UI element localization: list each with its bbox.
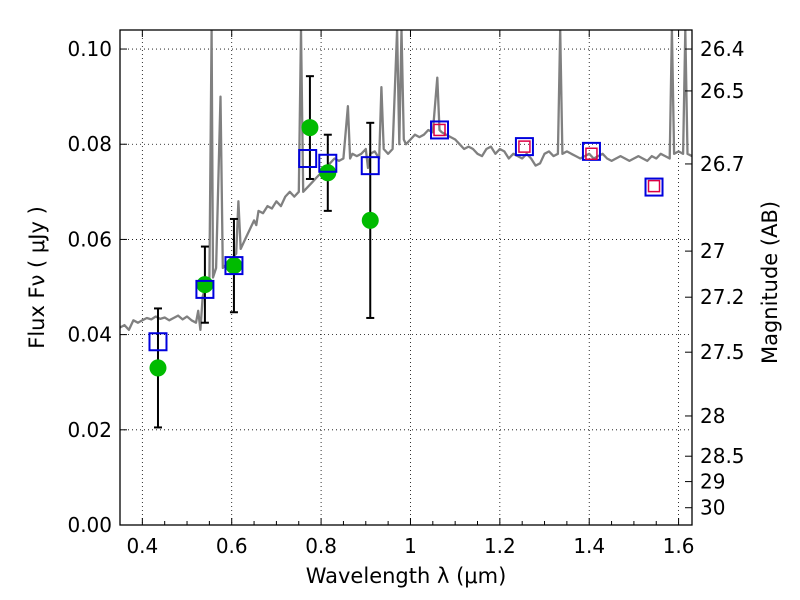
y-tick-label: 0.02 (67, 418, 112, 442)
mag-tick-label: 27 (700, 239, 725, 263)
predicted-square (433, 123, 446, 137)
x-axis: 0.4 0.6 0.8 1 1.2 1.4 1.6 (119, 30, 695, 558)
mag-tick-label: 27.5 (700, 340, 745, 364)
grid (120, 30, 692, 525)
mag-tick-label: 30 (700, 496, 725, 520)
plot-frame (119, 29, 693, 526)
x-tick-label: 1 (404, 534, 417, 558)
x-tick-label: 0.4 (126, 534, 158, 558)
right-axis-title: Magnitude (AB) (758, 201, 782, 364)
model-squares (148, 120, 664, 352)
y-axis-left: 0.00 0.02 0.04 0.06 0.08 0.10 (67, 37, 127, 537)
mag-tick-label: 26.7 (700, 152, 745, 176)
plot-area (120, 30, 692, 429)
x-tick-label: 1.2 (484, 534, 516, 558)
observed-point (319, 164, 337, 182)
observed-point (196, 276, 214, 294)
x-tick-label: 0.8 (305, 534, 337, 558)
model-square (514, 137, 534, 157)
x-axis-title: Wavelength λ (μm) (306, 564, 507, 588)
model-square (360, 156, 380, 176)
model-square (298, 149, 318, 169)
x-tick-label: 1.6 (663, 534, 695, 558)
x-tick-label: 0.6 (216, 534, 248, 558)
mag-tick-label: 28 (700, 404, 725, 428)
y-tick-label: 0.00 (67, 513, 112, 537)
model-square (148, 332, 168, 352)
predicted-squares (433, 123, 661, 193)
y-tick-label: 0.04 (67, 323, 112, 347)
mag-tick-label: 27.2 (700, 285, 745, 309)
model-square (224, 256, 244, 276)
observed-points (149, 119, 379, 377)
predicted-square (647, 179, 661, 193)
predicted-square (518, 140, 531, 153)
observed-point (361, 211, 379, 229)
y-tick-label: 0.10 (67, 37, 112, 61)
predicted-square (585, 147, 598, 160)
y-tick-label: 0.08 (67, 132, 112, 156)
model-square (644, 177, 664, 197)
model-square (318, 153, 338, 173)
mag-tick-label: 28.5 (700, 444, 745, 468)
x-tick-label: 1.4 (573, 534, 605, 558)
observed-point (301, 119, 319, 137)
observed-point (149, 359, 167, 377)
y-tick-label: 0.06 (67, 227, 112, 251)
mag-tick-label: 26.4 (700, 37, 745, 61)
spectrum-line (120, 30, 692, 332)
error-bars (153, 75, 375, 429)
mag-tick-label: 29 (700, 470, 725, 494)
model-square (195, 279, 215, 299)
mag-tick-label: 26.5 (700, 79, 745, 103)
observed-point (225, 257, 243, 275)
y-axis-title: Flux Fν ( μJy ) (25, 206, 49, 349)
model-square (430, 120, 450, 140)
